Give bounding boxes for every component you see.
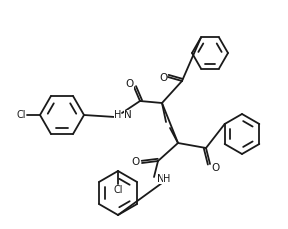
Text: N: N <box>124 110 132 120</box>
Text: Cl: Cl <box>16 110 26 120</box>
Text: H: H <box>114 110 121 120</box>
Text: N: N <box>157 174 165 184</box>
Text: O: O <box>126 79 134 89</box>
Text: O: O <box>159 73 167 83</box>
Text: H: H <box>163 174 170 184</box>
Text: O: O <box>132 157 140 167</box>
Text: Cl: Cl <box>113 185 123 195</box>
Text: O: O <box>211 163 219 173</box>
